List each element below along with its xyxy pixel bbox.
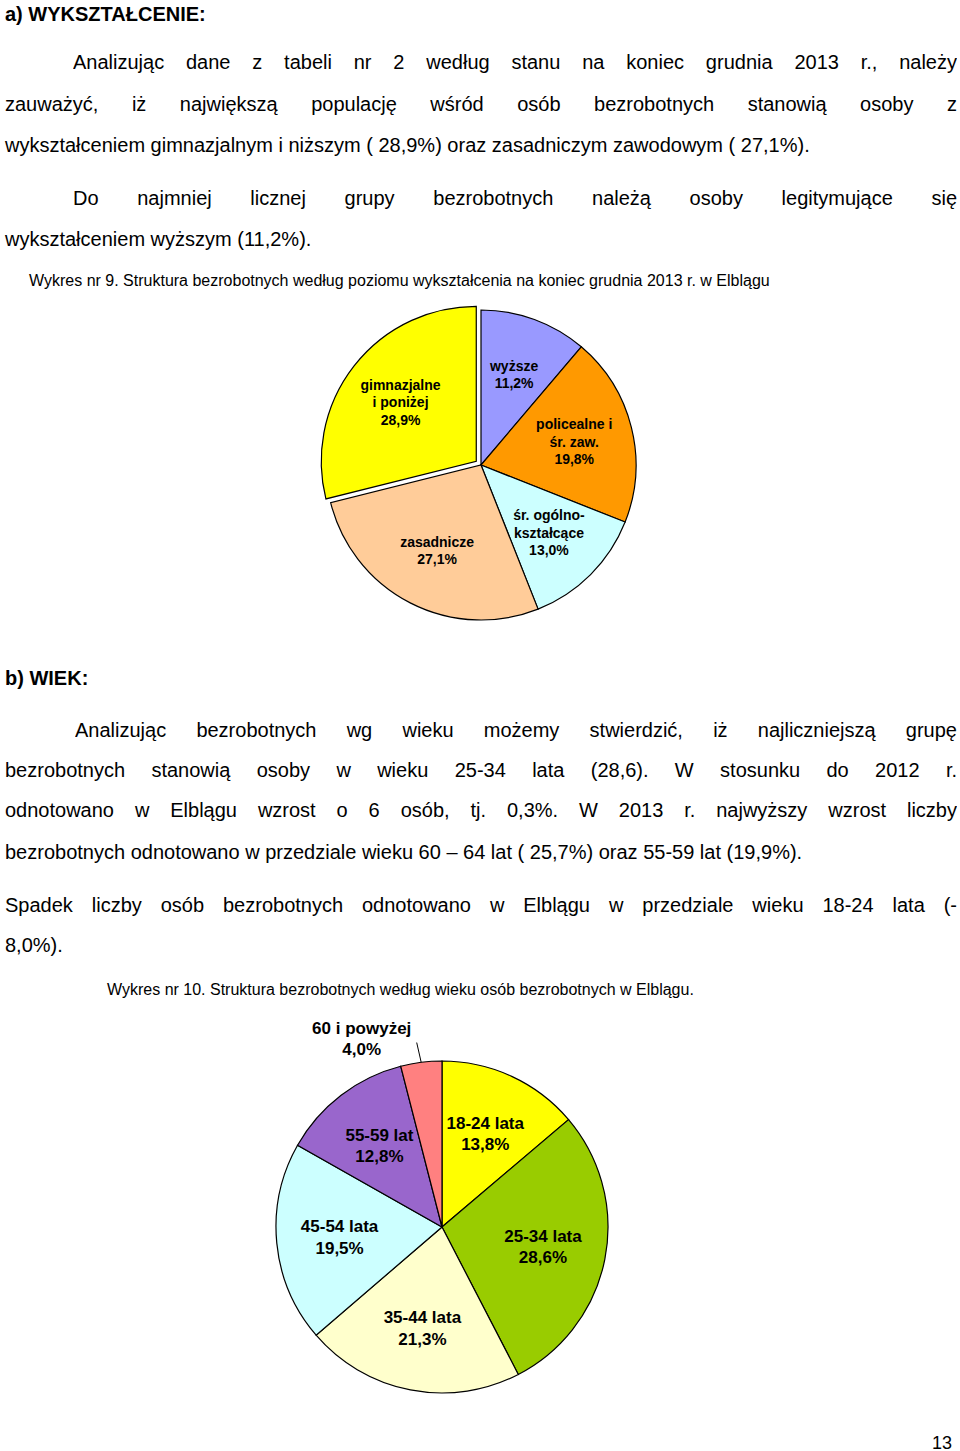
data-label: 28,6% (519, 1248, 567, 1267)
slice-label: 60 i powyżej (312, 1019, 411, 1038)
data-label: 13,8% (461, 1135, 509, 1154)
slice-label: 25-34 lata (504, 1227, 582, 1246)
text-line: Analizując dane z tabeli nr 2 według sta… (73, 50, 957, 74)
slice-label: 55-59 lat (345, 1126, 413, 1145)
slice-label: wyższe (489, 358, 538, 374)
text-line: bezrobotnych odnotowano w przedziale wie… (5, 840, 802, 864)
section-heading: a) WYKSZTAŁCENIE: (5, 2, 206, 26)
text-line: bezrobotnych stanowią osoby w wieku 25-3… (5, 758, 957, 782)
pie-labels: 18-24 lata 13,8% 25-34 lata 28,6% 35-44 lata… (301, 1019, 582, 1349)
text-line: odnotowano w Elblągu wzrost o 6 osób, tj… (5, 798, 957, 822)
slice-label: śr. ogólno-kształcące (513, 507, 585, 541)
slice-label: 45-54 lata (301, 1217, 379, 1236)
slice-label: zasadnicze (400, 534, 474, 550)
slice-label: 35-44 lata (384, 1308, 462, 1327)
text-line: Do najmniej licznej grupy bezrobotnych n… (73, 186, 957, 210)
data-label: 21,3% (398, 1330, 446, 1349)
slice-label: gimnazjalnei poniżej (360, 377, 440, 411)
slice-label: policealne iśr. zaw. (536, 416, 612, 450)
pie-slices (321, 306, 636, 620)
pie-slice (316, 1227, 518, 1393)
slice-label: 18-24 lata (446, 1114, 524, 1133)
leader-line (417, 1043, 421, 1063)
pie-chart: wyższe11,2% policealne iśr. zaw.19,8% śr. … (0, 295, 960, 635)
data-label: 19,8% (554, 451, 594, 467)
data-label: 13,0% (529, 542, 569, 558)
text-line: Spadek liczby osób bezrobotnych odnotowa… (5, 893, 957, 917)
page-number: 13 (932, 1433, 952, 1451)
section-heading: b) WIEK: (5, 666, 88, 690)
pie-labels: wyższe11,2% policealne iśr. zaw.19,8% śr. … (360, 358, 612, 567)
pie-chart: 18-24 lata 13,8% 25-34 lata 28,6% 35-44 lata… (0, 1005, 960, 1425)
chart-title: Wykres nr 10. Struktura bezrobotnych wed… (107, 980, 694, 1000)
text-line: zauważyć, iż największą populację wśród … (5, 92, 957, 116)
chart-title: Wykres nr 9. Struktura bezrobotnych wedł… (29, 271, 770, 291)
data-label: 27,1% (417, 551, 457, 567)
data-label: 12,8% (355, 1147, 403, 1166)
text-line: wykształceniem wyższym (11,2%). (5, 227, 311, 251)
data-label: 19,5% (315, 1239, 363, 1258)
text-line: Analizując bezrobotnych wg wieku możemy … (75, 718, 957, 742)
data-label: 4,0% (342, 1040, 381, 1059)
text-line: 8,0%). (5, 933, 63, 957)
data-label: 28,9% (381, 412, 421, 428)
pie-slice (321, 306, 476, 499)
data-label: 11,2% (495, 375, 534, 391)
text-line: wykształceniem gimnazjalnym i niższym ( … (5, 133, 810, 157)
pie-slices (276, 1061, 608, 1393)
